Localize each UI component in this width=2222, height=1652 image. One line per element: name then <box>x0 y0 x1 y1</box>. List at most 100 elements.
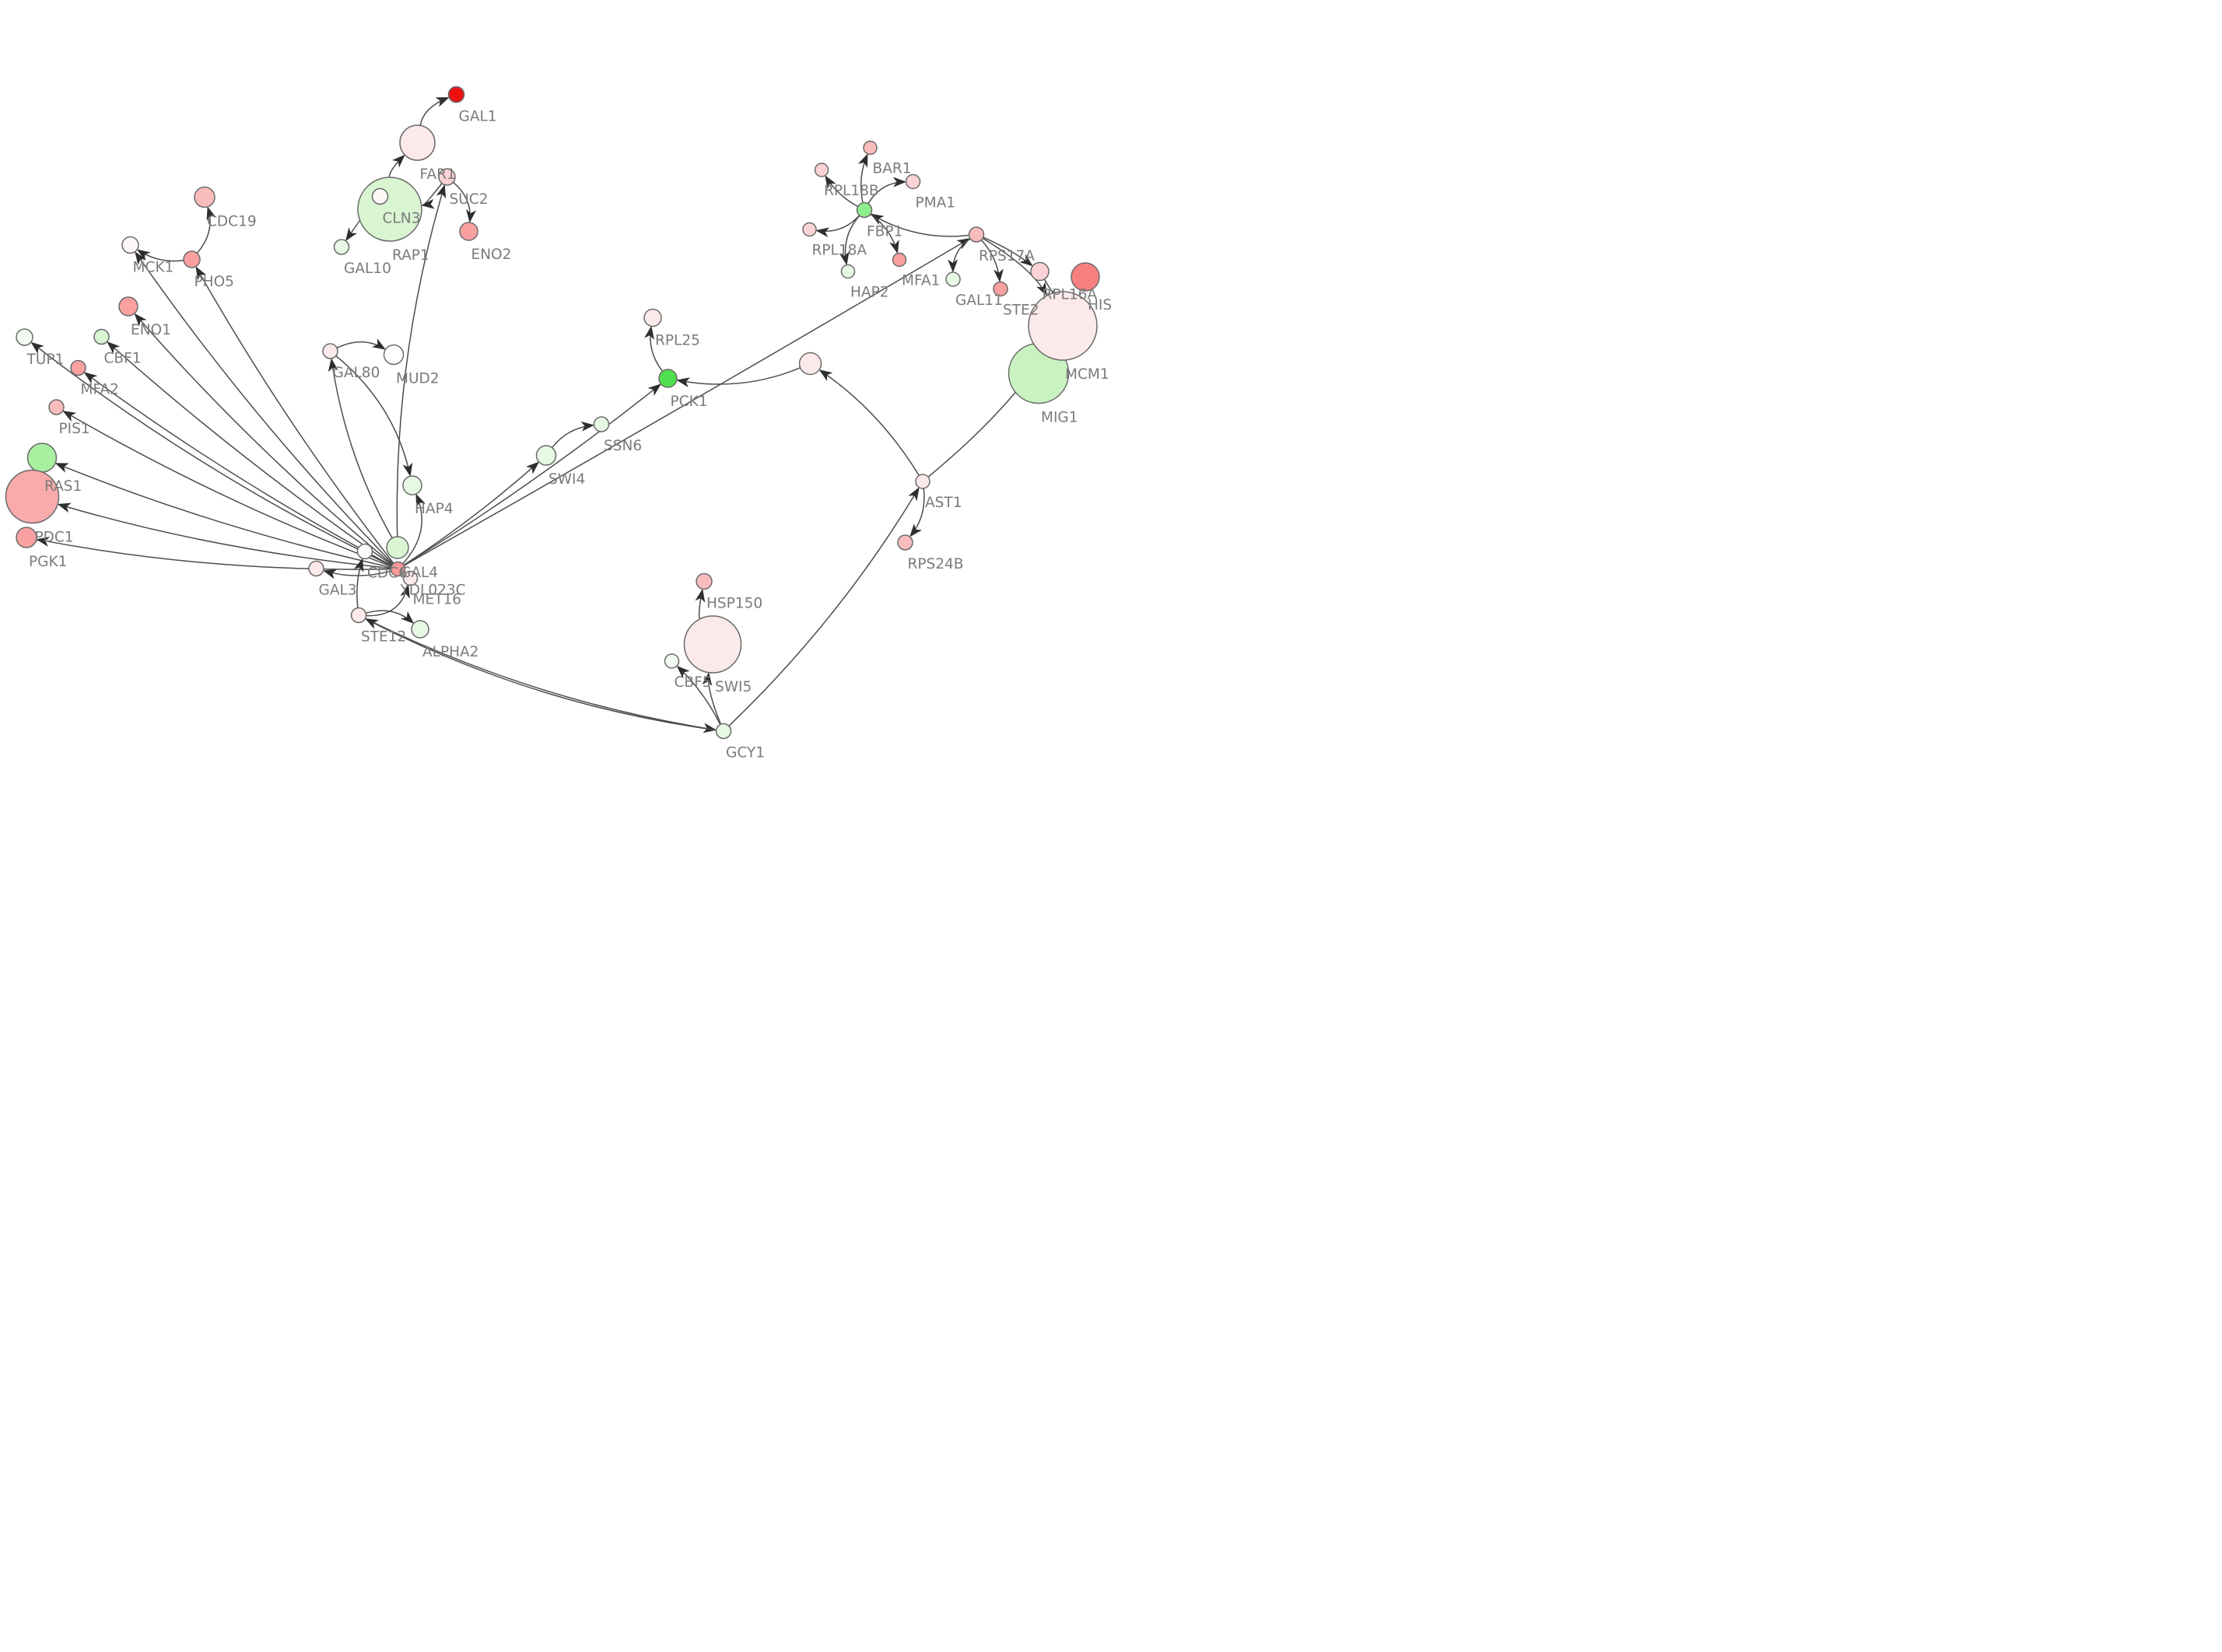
node-GCY1[interactable] <box>715 723 732 740</box>
node-STE2[interactable] <box>993 281 1008 297</box>
edge-AST1-NODE_UNLABELED[interactable] <box>818 369 920 476</box>
edge-RPS17A-MCM1[interactable] <box>982 237 1047 296</box>
node-ENO2[interactable] <box>459 222 478 241</box>
edge-RAP1-GAL10[interactable] <box>345 219 361 242</box>
edge-GAL80-HAP4[interactable] <box>335 355 413 477</box>
edge-AST1-RPS24B[interactable] <box>909 488 925 537</box>
edge-SUC2-ENO2[interactable] <box>453 181 476 223</box>
node-FBP1[interactable] <box>856 201 873 219</box>
edge-FBP1-MFA1[interactable] <box>870 213 899 254</box>
edge-RPS17A-RPL16A[interactable] <box>983 236 1033 267</box>
node-TUP1[interactable] <box>16 328 33 346</box>
edge-RPS17A-GAL11[interactable] <box>948 238 971 273</box>
node-PMA1[interactable] <box>905 173 921 190</box>
node-MET16[interactable] <box>402 570 419 586</box>
node-SSN6[interactable] <box>593 416 610 432</box>
node-RAS1[interactable] <box>26 443 58 473</box>
node-PIS1[interactable] <box>48 399 65 415</box>
node-SWI5[interactable] <box>683 615 742 674</box>
edge-YDL023C-HAP4[interactable] <box>401 493 426 565</box>
node-CBF5[interactable] <box>664 653 680 669</box>
node-GAL1[interactable] <box>447 86 465 103</box>
edge-YDL023C-RAS1[interactable] <box>54 463 391 569</box>
node-RPL18A[interactable] <box>802 222 817 237</box>
node-ALPHA2[interactable] <box>411 620 429 639</box>
edge-FBP1-BAR1[interactable] <box>857 153 868 203</box>
network-viewport[interactable]: RAP1 MIG1 MCM1 SWI5 RAS1 PDC1 PGK1 FAR1 GAL1 SUC2… <box>0 0 1111 826</box>
edge-SWI4-SSN6[interactable] <box>552 421 595 449</box>
node-SWI4[interactable] <box>535 445 557 466</box>
node-GAL4[interactable] <box>386 536 409 559</box>
node-STE12[interactable] <box>350 607 367 624</box>
node-PHO5[interactable] <box>183 250 201 268</box>
edge-GAL4-SUC2[interactable] <box>396 184 447 537</box>
node-AST1[interactable] <box>915 474 931 489</box>
node-NODE_UNLABELED[interactable] <box>798 352 822 376</box>
edge-RAP1-FAR1[interactable] <box>388 154 405 178</box>
node-RPS24B[interactable] <box>897 534 913 551</box>
edge-SUC2-RAP1[interactable] <box>421 183 443 209</box>
edge-PCK1-RPL25[interactable] <box>644 325 664 372</box>
edge-RPS17A-STE2[interactable] <box>980 240 1004 283</box>
node-ENO1[interactable] <box>118 296 138 317</box>
node-RPS17A[interactable] <box>968 226 985 243</box>
edge-SWI5-HSP150[interactable] <box>695 588 706 620</box>
node-HAP4[interactable] <box>402 475 422 495</box>
node-RPL16A[interactable] <box>1030 261 1050 282</box>
edge-RPS17A-FBP1[interactable] <box>870 213 969 237</box>
node-CDC6[interactable] <box>356 543 373 560</box>
node-RPL25[interactable] <box>643 308 662 327</box>
edge-YDL023C-MFA2[interactable] <box>83 372 392 566</box>
edge-GAL4-GAL80[interactable] <box>328 358 393 539</box>
edge-STE12-ALPHA2[interactable] <box>365 610 415 624</box>
edge-YDL023C-PDC1[interactable] <box>57 502 391 569</box>
node-BAR1[interactable] <box>863 140 878 156</box>
edge-NODE_UNLABELED-PCK1[interactable] <box>676 367 801 388</box>
node-FAR1[interactable] <box>399 124 436 161</box>
edge-STE12-CDC6[interactable] <box>353 558 364 608</box>
edge-YDL023C-MCK1[interactable] <box>135 251 394 565</box>
edge-FAR1-GAL1[interactable] <box>419 97 450 126</box>
node-RPL18B[interactable] <box>814 163 829 177</box>
node-MUD2[interactable] <box>383 344 405 366</box>
edge-YDL023C-PIS1[interactable] <box>62 410 392 568</box>
edge-YDL023C-PGK1[interactable] <box>36 537 391 570</box>
node-HAP2[interactable] <box>840 264 856 279</box>
edge-GCY1-SWI5[interactable] <box>702 672 722 725</box>
edge-YDL023C-GAL3[interactable] <box>323 569 392 579</box>
node-GAL10[interactable] <box>333 239 350 255</box>
node-YDL023C[interactable] <box>390 561 406 577</box>
node-CDC19[interactable] <box>194 186 216 208</box>
node-GAL80[interactable] <box>322 343 338 359</box>
edge-YDL023C-SWI4[interactable] <box>403 461 540 566</box>
edge-YDL023C-RPS17A[interactable] <box>403 238 971 566</box>
edge-FBP1-PMA1[interactable] <box>867 177 906 205</box>
node-PGK1[interactable] <box>16 527 37 548</box>
edge-FBP1-HAP2[interactable] <box>839 215 860 266</box>
edge-YDL023C-PCK1[interactable] <box>403 383 661 566</box>
edge-YDL023C-CBF1[interactable] <box>107 341 393 566</box>
edge-FBP1-RPL18A[interactable] <box>815 215 860 238</box>
node-PDC1[interactable] <box>5 469 60 524</box>
edge-YDL023C-ENO1[interactable] <box>134 313 394 565</box>
edge-GCY1-AST1[interactable] <box>728 487 920 726</box>
node-MFA1[interactable] <box>892 252 907 268</box>
node-HSP150[interactable] <box>696 572 713 590</box>
node-GAL11[interactable] <box>945 271 961 287</box>
node-MCK1[interactable] <box>121 236 139 254</box>
node-CLN3[interactable] <box>371 187 389 205</box>
edge-YDL023C-TUP1[interactable] <box>30 341 392 567</box>
edge-GAL80-MUD2[interactable] <box>336 338 386 350</box>
edge-GCY1-CBF5[interactable] <box>676 665 721 725</box>
node-CBF1[interactable] <box>93 328 110 345</box>
edge-YDL023C-PHO5[interactable] <box>195 266 394 564</box>
edge-GCY1-STE12[interactable] <box>364 618 717 731</box>
node-MCM1[interactable] <box>1028 291 1098 361</box>
edge-FBP1-RPL18B[interactable] <box>825 175 859 208</box>
edge-STE12-GCY1[interactable] <box>365 618 717 733</box>
node-PCK1[interactable] <box>658 369 678 388</box>
edge-PHO5-CDC19[interactable] <box>196 206 216 254</box>
node-GAL3[interactable] <box>308 560 324 577</box>
node-MFA2[interactable] <box>70 359 86 376</box>
node-RAP1[interactable] <box>357 177 422 242</box>
